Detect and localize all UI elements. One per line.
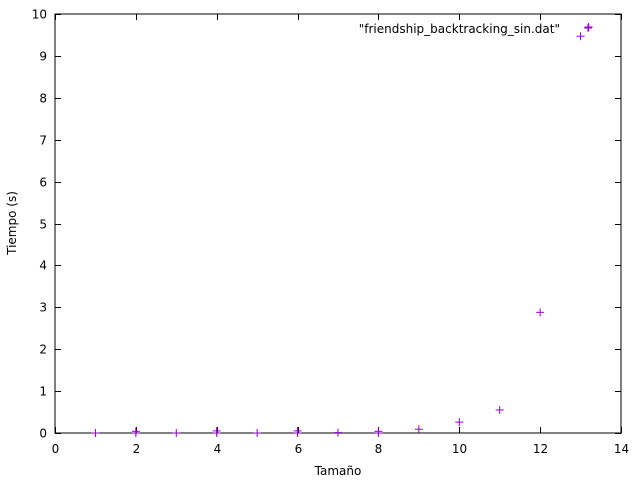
x-tick-label: 14 — [614, 442, 629, 456]
y-tick-label: 5 — [39, 218, 47, 232]
data-point — [576, 32, 585, 41]
legend-label: "friendship_backtracking_sin.dat" — [359, 22, 560, 36]
y-tick-label: 4 — [39, 259, 47, 273]
data-point — [172, 429, 181, 437]
y-tick-label: 10 — [32, 8, 47, 22]
x-axis-label: Tamaño — [314, 464, 362, 478]
data-point — [334, 428, 342, 437]
data-point — [293, 426, 302, 435]
y-tick-label: 2 — [39, 343, 47, 357]
y-tick-label: 7 — [39, 134, 47, 148]
data-point — [212, 426, 221, 435]
y-tick-label: 9 — [39, 50, 47, 64]
x-tick-label: 6 — [295, 442, 303, 456]
data-point — [414, 425, 423, 434]
x-tick-label: 4 — [214, 442, 222, 456]
x-tick-label: 8 — [375, 442, 383, 456]
y-tick-label: 1 — [39, 385, 47, 399]
x-tick-label: 2 — [133, 442, 141, 456]
plot-frame — [54, 13, 622, 434]
x-tick-label: 0 — [52, 442, 60, 456]
data-point — [91, 429, 100, 437]
y-tick-label: 8 — [39, 92, 47, 106]
data-point — [374, 427, 383, 436]
data-point — [253, 429, 262, 437]
points-layer — [91, 22, 593, 437]
y-axis-label: Tiempo (s) — [5, 191, 19, 256]
ticks-layer — [55, 14, 622, 434]
x-tick-label: 12 — [533, 442, 548, 456]
x-tick-label: 10 — [452, 442, 467, 456]
data-point — [131, 427, 140, 436]
legend-marker — [584, 24, 592, 32]
data-point — [495, 405, 504, 414]
data-point — [536, 308, 545, 317]
y-tick-label: 3 — [39, 301, 47, 315]
data-point — [455, 418, 464, 427]
y-tick-label: 6 — [39, 176, 47, 190]
legend: "friendship_backtracking_sin.dat" — [359, 22, 592, 36]
y-tick-label: 0 — [39, 427, 47, 441]
data-point — [584, 22, 593, 31]
